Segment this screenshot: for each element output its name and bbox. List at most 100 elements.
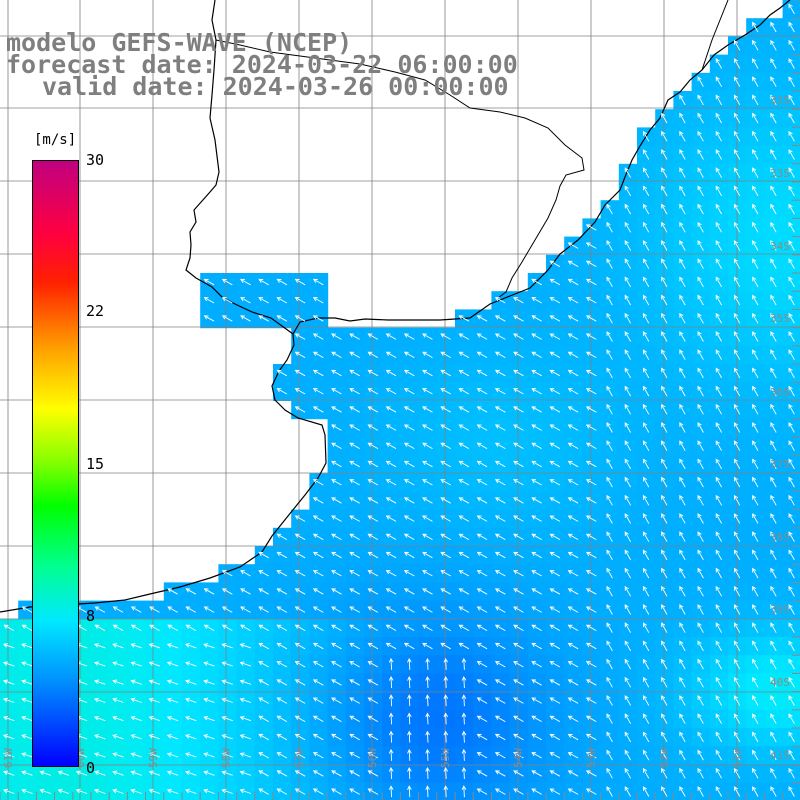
- wind-arrow: [715, 567, 722, 579]
- wind-arrow: [624, 549, 631, 561]
- wind-arrow: [203, 679, 215, 685]
- wind-arrow: [531, 479, 542, 486]
- wind-arrow: [661, 531, 668, 542]
- wind-speed-cell: [345, 782, 365, 800]
- wind-arrow: [715, 440, 722, 451]
- wind-arrow: [221, 315, 233, 322]
- wind-arrow: [661, 385, 668, 397]
- wind-arrow: [752, 604, 759, 615]
- wind-arrow: [166, 643, 179, 649]
- wind-arrow: [585, 460, 597, 468]
- wind-speed-cell: [728, 782, 747, 800]
- wind-arrow: [513, 424, 524, 431]
- wind-arrow: [388, 767, 394, 780]
- wind-arrow: [770, 676, 777, 688]
- wind-arrow: [312, 733, 324, 741]
- wind-arrow: [733, 76, 741, 87]
- wind-arrow: [549, 642, 561, 650]
- wind-arrow: [94, 770, 106, 776]
- wind-arrow: [367, 715, 379, 722]
- wind-arrow: [752, 786, 759, 797]
- wind-arrow: [770, 349, 777, 360]
- wind-arrow: [294, 406, 306, 413]
- wind-arrow: [697, 513, 704, 524]
- wind-arrow: [567, 533, 579, 540]
- wind-arrow: [624, 640, 631, 652]
- wind-arrow: [733, 786, 741, 797]
- wind-arrow: [21, 606, 33, 613]
- wind-arrow: [624, 185, 631, 197]
- wind-arrow: [367, 424, 379, 431]
- wind-speed-cell: [782, 200, 800, 219]
- wind-speed-cell: [782, 655, 800, 674]
- wind-arrow: [443, 748, 449, 761]
- wind-arrow: [185, 624, 197, 631]
- wind-arrow: [770, 94, 777, 106]
- wind-speed-cell: [691, 782, 711, 800]
- wind-arrow: [661, 149, 668, 160]
- wind-arrow: [715, 713, 722, 724]
- wind-arrow: [531, 733, 542, 741]
- longitude-label: 61W: [2, 748, 15, 768]
- wind-arrow: [697, 567, 704, 579]
- wind-arrow: [331, 606, 342, 613]
- wind-arrow: [440, 624, 451, 631]
- wind-arrow: [770, 276, 777, 288]
- wind-arrow: [752, 39, 759, 51]
- wind-arrow: [130, 788, 142, 794]
- wind-arrow: [697, 167, 704, 178]
- wind-arrow: [476, 588, 488, 595]
- wind-arrow: [3, 734, 15, 740]
- wind-arrow: [312, 661, 324, 668]
- wind-arrow: [94, 734, 106, 740]
- wind-arrow: [679, 258, 686, 269]
- wind-arrow: [349, 588, 360, 595]
- wind-arrow: [585, 733, 597, 741]
- wind-arrow: [715, 731, 722, 743]
- longitude-label: 53W: [585, 748, 598, 768]
- wind-arrow: [185, 770, 197, 776]
- wind-arrow: [458, 406, 470, 413]
- wind-arrow: [770, 312, 777, 324]
- wind-arrow: [130, 734, 142, 740]
- wind-arrow: [367, 351, 379, 358]
- wind-arrow: [661, 458, 668, 470]
- wind-arrow: [715, 767, 722, 779]
- wind-arrow: [549, 460, 561, 468]
- wind-arrow: [185, 661, 197, 667]
- wind-arrow: [697, 731, 704, 743]
- wind-arrow: [3, 624, 15, 631]
- wind-arrow: [715, 221, 722, 233]
- wind-speed-cell: [200, 782, 219, 800]
- wind-arrow: [221, 588, 233, 595]
- longitude-label: 54W: [512, 748, 525, 768]
- wind-arrow: [606, 513, 613, 524]
- wind-arrow: [733, 112, 741, 124]
- wind-speed-cell: [782, 182, 800, 201]
- wind-arrow: [458, 333, 470, 340]
- wind-arrow: [770, 203, 777, 215]
- wind-arrow: [21, 624, 33, 631]
- wind-arrow: [642, 640, 650, 652]
- wind-arrow: [679, 676, 686, 688]
- wind-speed-cell: [782, 291, 800, 310]
- wind-arrow: [331, 770, 342, 777]
- wind-arrow: [715, 58, 722, 69]
- wind-arrow: [549, 442, 561, 449]
- wind-arrow: [458, 497, 470, 504]
- wind-arrow: [403, 406, 415, 413]
- wind-arrow: [349, 697, 360, 704]
- wind-arrow: [476, 533, 488, 540]
- wind-arrow: [788, 749, 795, 761]
- wind-arrow: [606, 294, 613, 306]
- wind-arrow: [440, 369, 451, 377]
- wind-arrow: [294, 715, 306, 722]
- wind-arrow: [149, 606, 160, 613]
- wind-arrow: [494, 424, 506, 431]
- wind-arrow: [458, 351, 470, 358]
- wind-arrow: [513, 333, 524, 340]
- wind-arrow: [788, 549, 795, 561]
- wind-arrow: [367, 442, 379, 449]
- wind-arrow: [697, 185, 704, 197]
- wind-arrow: [752, 258, 759, 269]
